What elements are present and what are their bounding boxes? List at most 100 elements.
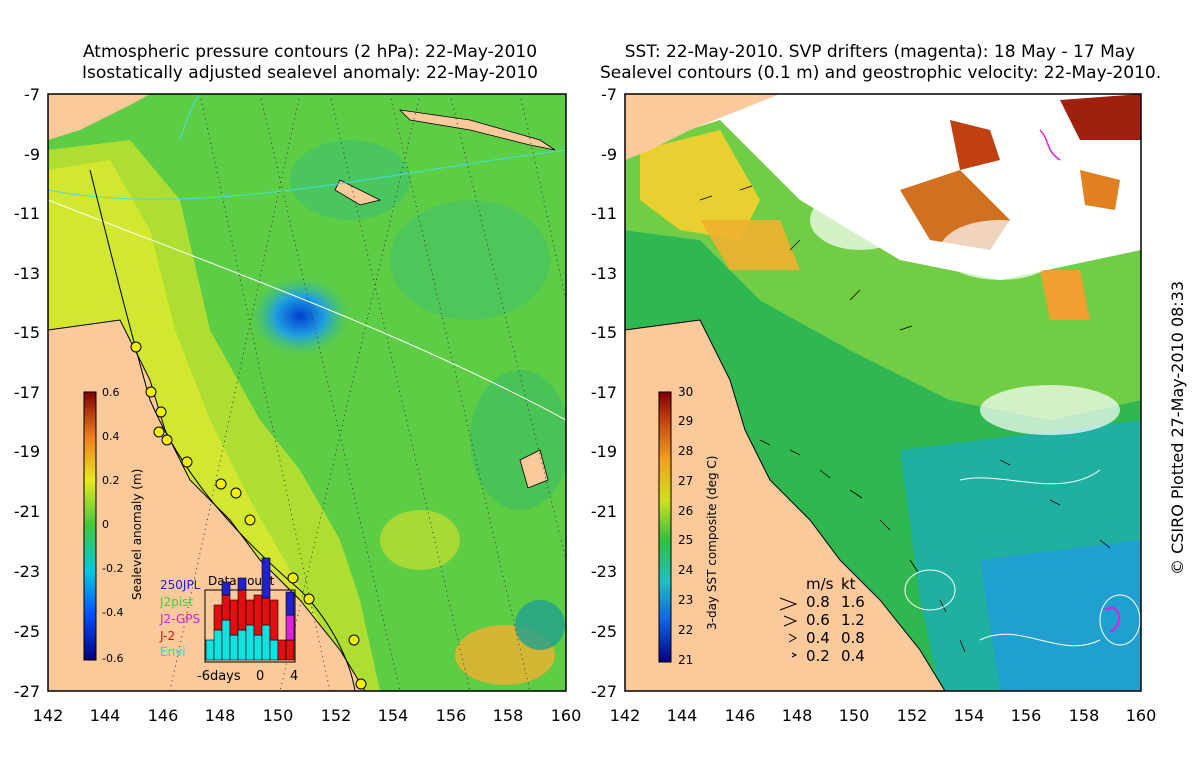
legend-kt: 0.4 [841, 647, 865, 665]
right-cb-tick: 23 [678, 593, 693, 607]
left-y-tick: -13 [14, 264, 40, 283]
right-cb-tick: 30 [678, 385, 693, 399]
legend-ms: 0.8 [806, 593, 830, 611]
right-title-line2: Sealevel contours (0.1 m) and geostrophi… [600, 63, 1162, 83]
right-cb-tick: 26 [678, 504, 693, 518]
legend-ms: 0.2 [806, 647, 830, 665]
right-cb-tick: 27 [678, 474, 693, 488]
inset-legend-envi: Envi [160, 645, 186, 659]
right-y-tick: -15 [591, 323, 617, 342]
left-y-tick: -25 [14, 622, 40, 641]
left-y-axis: -7 -9 -11 -13 -15 -17 -19 -21 -23 -25 -2… [14, 85, 40, 701]
right-cb-tick: 28 [678, 444, 693, 458]
right-y-tick: -17 [591, 383, 617, 402]
legend-ms: 0.6 [806, 611, 830, 629]
right-y-axis: -7 -9 -11 -13 -15 -17 -19 -21 -23 -25 -2… [591, 85, 617, 701]
right-png-land [625, 94, 780, 160]
left-y-tick: -19 [14, 442, 40, 461]
legend-kt: 0.8 [841, 629, 865, 647]
right-y-tick: -11 [591, 204, 617, 223]
right-y-tick: -25 [591, 622, 617, 641]
inset-xlabel: 4 [290, 669, 298, 684]
right-x-tick: 150 [839, 706, 870, 725]
right-map [625, 94, 1141, 691]
right-x-tick: 160 [1126, 706, 1157, 725]
left-x-tick: 160 [551, 706, 582, 725]
left-cb-tick: -0.4 [102, 606, 123, 619]
legend-header-ms: m/s [806, 575, 834, 593]
right-y-tick: -21 [591, 502, 617, 521]
left-cb-tick: 0.6 [102, 386, 120, 399]
left-y-tick: -27 [14, 682, 40, 701]
left-x-tick: 148 [205, 706, 236, 725]
inset-legend-j2gps: J2-GPS [159, 612, 200, 626]
right-map-frame [624, 93, 1142, 692]
inset-xlabel: -6days [197, 669, 241, 684]
left-colorbar-label: Sealevel anomaly (m) [130, 469, 144, 600]
right-x-tick: 144 [667, 706, 698, 725]
right-cb-tick: 25 [678, 533, 693, 547]
left-map-frame [47, 93, 567, 692]
legend-kt: 1.2 [841, 611, 865, 629]
right-australia-land [625, 320, 945, 691]
left-x-tick: 142 [33, 706, 64, 725]
left-png-land [48, 94, 150, 140]
cyclonic-eddy [250, 276, 350, 356]
inset-legend-j2: J-2 [159, 629, 175, 643]
legend-header-kt: kt [841, 575, 856, 593]
right-colorbar [658, 391, 672, 663]
right-x-tick: 142 [610, 706, 641, 725]
left-y-tick: -9 [24, 145, 40, 164]
left-y-tick: -23 [14, 562, 40, 581]
svp-drifter-track [1104, 606, 1120, 633]
inset-xlabel: 0 [256, 669, 264, 684]
legend-ms: 0.4 [806, 629, 830, 647]
right-cb-tick: 22 [678, 623, 693, 637]
right-x-tick: 154 [954, 706, 985, 725]
left-cb-tick: 0.4 [102, 430, 120, 443]
right-x-tick: 146 [725, 706, 756, 725]
right-x-axis: 142 144 146 148 150 152 154 156 158 160 [610, 706, 1157, 725]
inset-legend-j2pist: J2pist [159, 595, 193, 609]
left-y-tick: -17 [14, 383, 40, 402]
left-y-tick: -11 [14, 204, 40, 223]
right-title-line1: SST: 22-May-2010. SVP drifters (magenta)… [624, 42, 1136, 62]
right-y-tick: -13 [591, 264, 617, 283]
right-y-tick: -27 [591, 682, 617, 701]
right-x-tick: 156 [1011, 706, 1042, 725]
left-colorbar [83, 391, 97, 661]
left-y-tick: -21 [14, 502, 40, 521]
left-x-axis: 142 144 146 148 150 152 154 156 158 160 [33, 706, 582, 725]
left-y-tick: -15 [14, 323, 40, 342]
left-y-tick: -7 [24, 85, 40, 104]
right-cb-tick: 24 [678, 563, 693, 577]
csiro-credit: © CSIRO Plotted 27-May-2010 08:33 [1168, 280, 1187, 575]
right-x-tick: 158 [1069, 706, 1100, 725]
left-title-line2: Isostatically adjusted sealevel anomaly:… [82, 63, 538, 83]
right-y-tick: -7 [601, 85, 617, 104]
inset-legend-jpl: 250JPL [160, 578, 201, 592]
legend-kt: 1.6 [841, 593, 865, 611]
left-x-tick: 156 [436, 706, 467, 725]
right-y-tick: -19 [591, 442, 617, 461]
data-count-inset: Data count 250JPL J2pist J2-GPS J-2 Envi [159, 557, 298, 684]
right-y-tick: -9 [601, 145, 617, 164]
left-x-tick: 158 [493, 706, 524, 725]
left-x-tick: 144 [90, 706, 121, 725]
left-cb-tick: 0 [102, 518, 109, 531]
left-title-line1: Atmospheric pressure contours (2 hPa): 2… [82, 42, 538, 62]
left-x-tick: 150 [263, 706, 294, 725]
left-cb-tick: -0.6 [102, 652, 123, 665]
right-cb-tick: 21 [678, 653, 693, 667]
right-x-tick: 148 [782, 706, 813, 725]
right-colorbar-label: 3-day SST composite (deg C) [705, 456, 719, 630]
left-cb-tick: -0.2 [102, 562, 123, 575]
left-map [48, 94, 566, 691]
right-y-tick: -23 [591, 562, 617, 581]
left-cb-tick: 0.2 [102, 474, 120, 487]
left-x-tick: 152 [321, 706, 352, 725]
right-cb-tick: 29 [678, 414, 693, 428]
left-x-tick: 146 [148, 706, 179, 725]
left-x-tick: 154 [378, 706, 409, 725]
